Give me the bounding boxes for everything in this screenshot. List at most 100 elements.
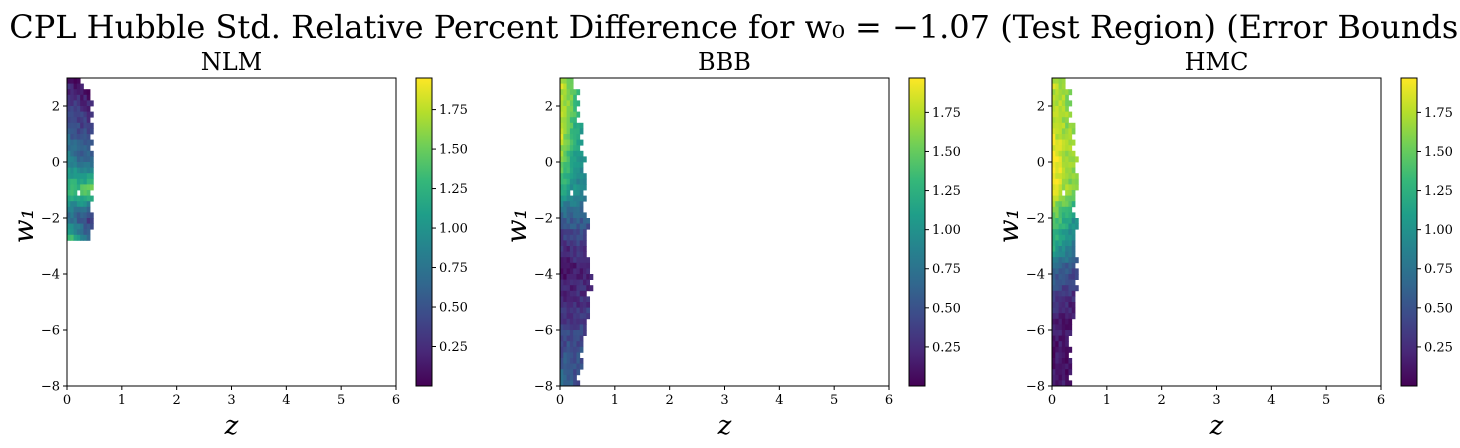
heatmap-cell [1055,122,1059,129]
heatmap-cell [569,330,574,336]
heatmap-cell [569,162,574,168]
heatmap-cell [560,134,564,140]
heatmap-cell [73,150,78,157]
heatmap-cell [579,318,584,325]
heatmap-cell [563,162,567,168]
heatmap-cell [560,296,564,303]
heatmap-cell [1068,246,1073,252]
heatmap-cell [1071,167,1076,174]
heatmap-cell [576,318,581,325]
heatmap-cell [576,262,581,269]
heatmap-cell [1055,150,1059,157]
x-tick-label: 5 [830,393,838,408]
heatmap-cell [566,380,571,387]
heatmap-cell [1058,212,1063,219]
heatmap-cell [86,162,91,168]
heatmap-cell [1065,111,1069,118]
heatmap-cell [73,190,78,196]
heatmap-cell [586,274,591,280]
heatmap-cell [86,117,91,124]
heatmap-cell [80,195,84,202]
heatmap-cell [569,212,574,219]
y-tick-label: −8 [534,380,553,395]
y-tick-label: −2 [41,212,60,227]
heatmap-cell [563,240,567,247]
heatmap-cell [573,167,577,174]
heatmap-cell [67,212,71,219]
heatmap-cell [573,285,577,292]
heatmap-cell [73,206,78,213]
heatmap-cell [560,313,564,320]
heatmap-cell [583,173,587,180]
x-axis-label: z [1209,411,1224,441]
heatmap-cell [1068,324,1073,331]
heatmap-cell [1055,134,1059,140]
x-tick-label: 3 [1212,393,1220,408]
heatmap-cell [67,134,71,140]
heatmap-cell [1068,128,1073,135]
heatmap-cells [1052,78,1079,387]
heatmap-cell [1052,218,1056,224]
heatmap-cell [1061,358,1066,364]
heatmap-cell [560,145,564,152]
heatmap-cell [86,94,91,101]
heatmap-cell [1061,352,1066,359]
heatmap-cell [1052,335,1056,342]
heatmap-cell [1061,374,1066,381]
heatmap-cell [1065,313,1069,320]
heatmap-cell [563,358,567,364]
heatmap-cell [1068,358,1073,364]
heatmap-cell [579,279,584,286]
heatmap-cell [1055,218,1059,224]
heatmap-cell [90,212,94,219]
heatmap-cell [1058,106,1063,112]
heatmap-cell [576,380,581,387]
heatmap-cell [1068,262,1073,269]
heatmap-cell [83,212,88,219]
heatmap-cell [73,195,78,202]
heatmap-cell [566,218,571,224]
heatmap-cell [1068,178,1073,185]
heatmap-cell [70,111,74,118]
heatmap-cell [579,363,584,370]
heatmap-cell [1061,195,1066,202]
y-tick-label: −4 [534,268,553,283]
heatmap-cell [67,167,71,174]
heatmap-cell [86,156,91,163]
heatmap-cell [1061,167,1066,174]
heatmap-cell [1052,240,1056,247]
heatmap-cell [573,212,577,219]
heatmap-cell [569,374,574,381]
heatmap-cell [1065,167,1069,174]
heatmap-cell [586,223,591,230]
heatmap-cell [1058,100,1063,107]
heatmap-cell [563,145,567,152]
heatmap-cell [70,201,74,208]
heatmap-cell [1058,346,1063,353]
heatmap-cell [569,296,574,303]
heatmap-cell [76,201,81,208]
heatmap-cell [586,279,591,286]
heatmap-cell [1055,100,1059,107]
heatmap-cell [70,122,74,129]
heatmap-cell [1055,117,1059,124]
heatmap-cell [560,128,564,135]
heatmap-cell [1061,335,1066,342]
heatmap-cell [1052,257,1056,264]
heatmap-cell [70,145,74,152]
heatmap-cell [563,223,567,230]
heatmap-cell [1061,134,1066,140]
heatmap-cell [73,89,78,96]
heatmap-cell [1052,83,1056,90]
heatmap-cell [573,184,577,191]
y-tick-label: 2 [1037,100,1045,115]
heatmap-cell [569,139,574,146]
heatmap-cell [80,178,84,185]
heatmap-cell [563,346,567,353]
heatmap-cell [73,145,78,152]
heatmap-cell [569,201,574,208]
heatmap-cell [1058,262,1063,269]
heatmap-cell [1065,156,1069,163]
panel-nlm: 0 1 2 3 4 5 6 −8 −6 −4 −2 0 2 NLM z w₁ 0.25 0.50 0.75 1.00 1… [7,48,468,441]
heatmap-cell [86,145,91,152]
